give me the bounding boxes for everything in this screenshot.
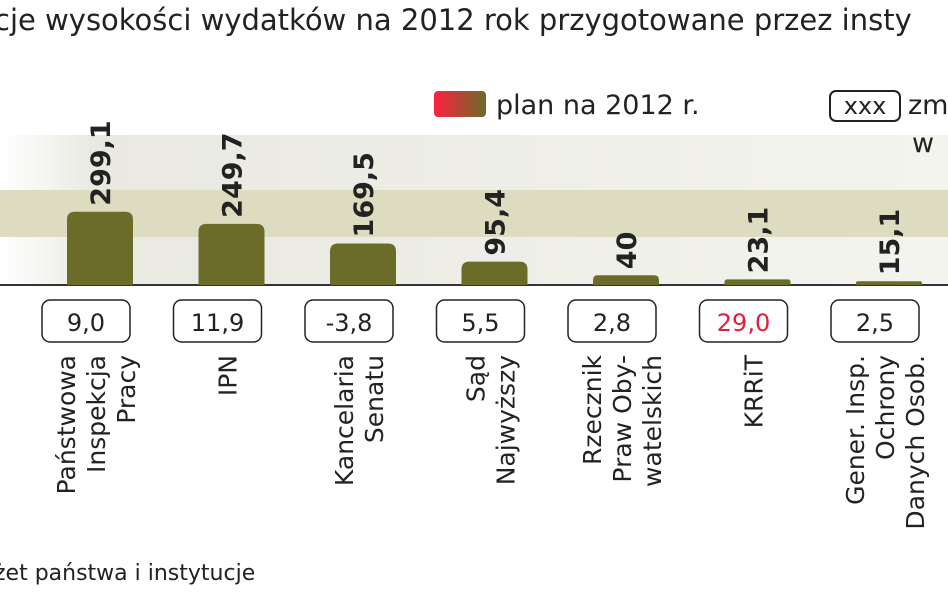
change-label: -3,8 xyxy=(326,309,373,337)
chart-title: cje wysokości wydatków na 2012 rok przyg… xyxy=(0,3,912,37)
value-label: 15,1 xyxy=(875,209,906,276)
category-label: watelskich xyxy=(638,355,667,487)
band xyxy=(0,190,948,237)
change-label: 2,8 xyxy=(593,309,631,337)
category-label: Kancelaria xyxy=(330,355,359,486)
change-label: 29,0 xyxy=(717,309,770,337)
value-label: 169,5 xyxy=(349,152,380,237)
legend-label: xxx xyxy=(844,92,887,120)
category-label: Ochrony xyxy=(871,355,900,460)
value-label: 23,1 xyxy=(744,207,775,274)
change-label: 5,5 xyxy=(461,309,499,337)
category-label: Senatu xyxy=(360,355,389,443)
source: żet państwa i instytucje xyxy=(0,561,255,586)
bar xyxy=(67,211,133,285)
change-box xyxy=(41,299,131,343)
category-label: KRRiT xyxy=(740,354,769,428)
category-label: Rzecznik xyxy=(578,354,607,465)
legend-label: zm xyxy=(908,90,948,121)
category-label: Państwowa xyxy=(52,355,81,494)
value-label: 299,1 xyxy=(86,120,117,205)
value-label: 40 xyxy=(612,232,643,270)
category-label: Sąd xyxy=(462,355,491,402)
bar xyxy=(856,281,922,285)
bar xyxy=(724,279,791,285)
category-label: Gener. Insp. xyxy=(841,355,870,505)
value-label: 95,4 xyxy=(481,189,512,256)
legend-label: plan na 2012 r. xyxy=(496,90,700,121)
change-box xyxy=(698,299,789,343)
value-label: 249,7 xyxy=(218,132,249,217)
change-label: 11,9 xyxy=(191,309,244,337)
legend-swatch xyxy=(434,91,486,117)
bar xyxy=(330,243,396,285)
bar xyxy=(461,261,528,285)
legend-label: w xyxy=(912,128,934,159)
change-label: 9,0 xyxy=(67,309,105,337)
band xyxy=(0,135,948,190)
change-box xyxy=(435,299,526,343)
change-box xyxy=(172,299,263,343)
change-label: 2,5 xyxy=(856,309,894,337)
category-label: Pracy xyxy=(112,355,141,424)
category-label: IPN xyxy=(214,355,243,396)
category-label: Najwyższy xyxy=(492,355,521,485)
category-label: Praw Oby- xyxy=(608,355,637,483)
change-box xyxy=(304,299,394,343)
category-label: Danych Osob. xyxy=(901,355,930,530)
bar xyxy=(198,223,265,285)
change-box xyxy=(567,299,657,343)
category-label: Inspekcja xyxy=(82,355,111,473)
bar xyxy=(593,275,659,285)
change-box xyxy=(830,299,920,343)
legend-box xyxy=(829,90,901,122)
